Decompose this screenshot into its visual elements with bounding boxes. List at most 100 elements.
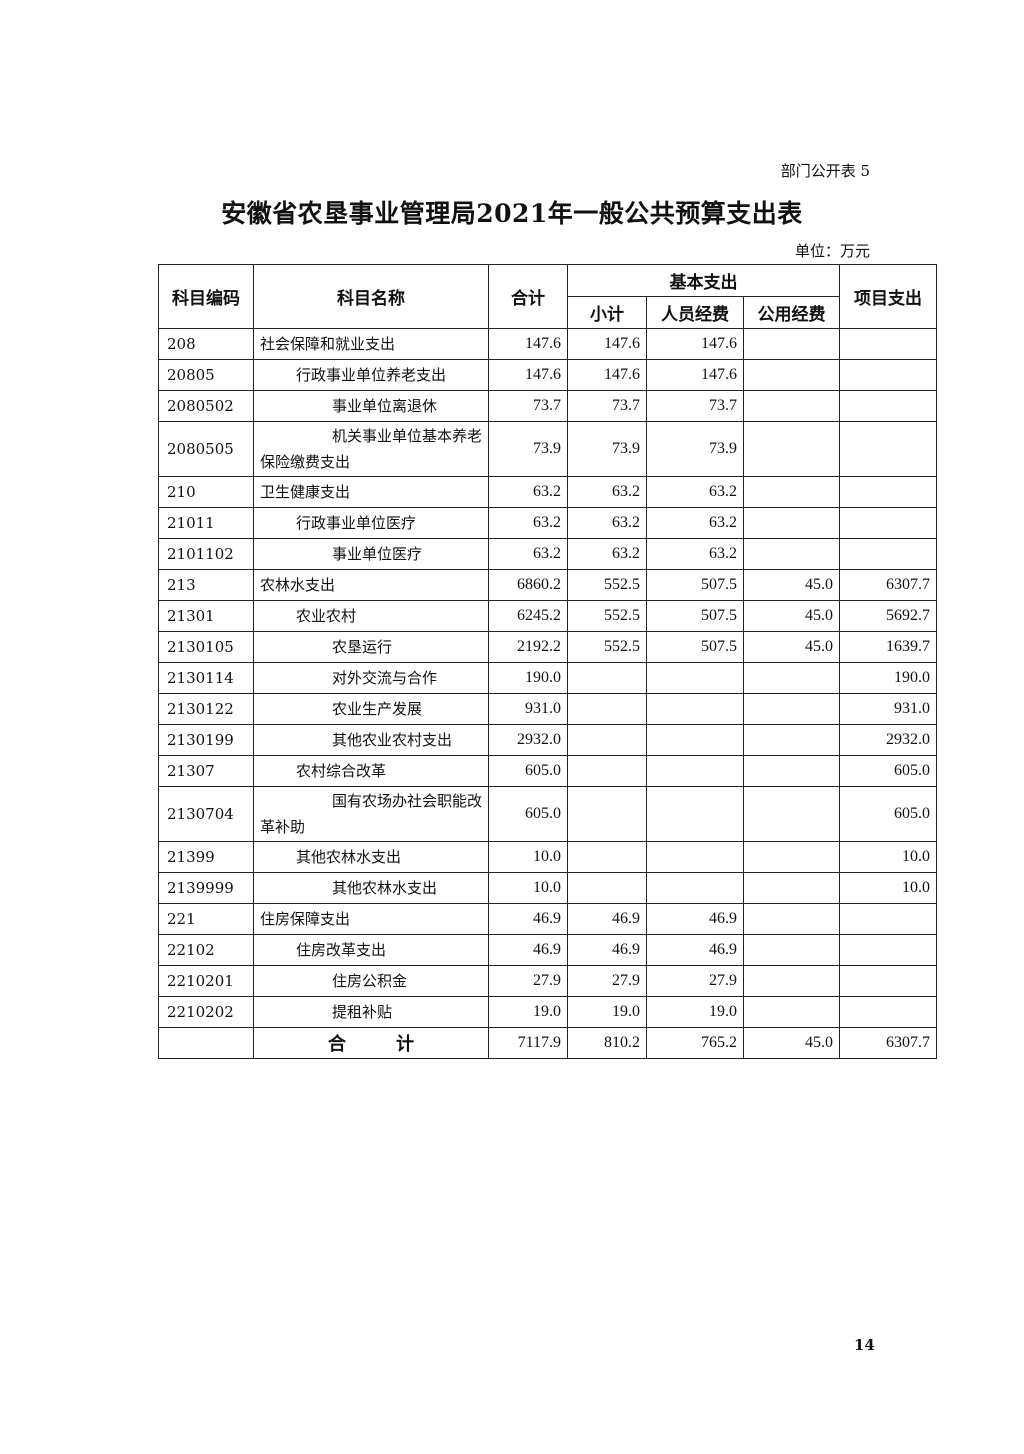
total-cell: 605.0 [488,786,568,842]
public-cell: 45.0 [743,569,840,601]
project-cell: 10.0 [839,872,937,904]
header-basic: 基本支出 [567,264,840,297]
header-name: 科目名称 [253,264,489,329]
code-cell: 2080505 [158,421,254,477]
total-cell: 73.7 [488,390,568,422]
table-row: 2080502 事业单位离退休 73.7 73.7 73.7 [158,390,937,422]
name-cell: 行政事业单位养老支出 [253,359,489,391]
unit-label: 单位：万元 [794,242,870,260]
personnel-cell: 147.6 [646,328,744,360]
public-cell [743,965,840,997]
name-cell: 机关事业单位基本养老保险缴费支出 [253,421,489,477]
project-cell: 6307.7 [839,569,937,601]
public-cell [743,934,840,966]
code-cell: 22102 [158,934,254,966]
personnel-cell: 765.2 [646,1027,744,1059]
total-cell: 73.9 [488,421,568,477]
table-row: 22102 住房改革支出 46.9 46.9 46.9 [158,934,937,966]
header-personnel: 人员经费 [646,296,744,329]
public-cell [743,390,840,422]
table-row: 221 住房保障支出 46.9 46.9 46.9 [158,903,937,935]
total-label: 合计 [253,1027,489,1059]
code-cell: 2210201 [158,965,254,997]
project-cell [839,359,937,391]
public-cell [743,724,840,756]
subtotal-cell: 63.2 [567,507,647,539]
public-cell [743,476,840,508]
project-cell [839,965,937,997]
subtotal-cell: 63.2 [567,538,647,570]
name-cell: 卫生健康支出 [253,476,489,508]
public-cell [743,693,840,725]
subtotal-cell: 46.9 [567,903,647,935]
table-row: 2130199 其他农业农村支出 2932.0 2932.0 [158,724,937,756]
public-cell: 45.0 [743,600,840,632]
code-cell: 2130704 [158,786,254,842]
project-cell [839,538,937,570]
name-cell: 住房保障支出 [253,903,489,935]
subtotal-cell: 810.2 [567,1027,647,1059]
project-cell [839,507,937,539]
table-row: 21399 其他农林水支出 10.0 10.0 [158,841,937,873]
code-cell: 2101102 [158,538,254,570]
public-cell [743,786,840,842]
subtotal-cell: 552.5 [567,600,647,632]
name-cell: 其他农林水支出 [253,841,489,873]
personnel-cell [646,786,744,842]
personnel-cell: 63.2 [646,538,744,570]
personnel-cell [646,724,744,756]
public-cell [743,903,840,935]
subtotal-cell: 63.2 [567,476,647,508]
personnel-cell: 73.7 [646,390,744,422]
code-cell: 2130199 [158,724,254,756]
personnel-cell: 46.9 [646,934,744,966]
total-cell: 147.6 [488,359,568,391]
code-cell: 21301 [158,600,254,632]
public-cell: 45.0 [743,631,840,663]
page-number: 14 [854,1336,875,1354]
subtotal-cell: 147.6 [567,359,647,391]
subtotal-cell: 147.6 [567,328,647,360]
table-row: 2080505 机关事业单位基本养老保险缴费支出 73.9 73.9 73.9 [158,421,937,477]
personnel-cell: 507.5 [646,569,744,601]
name-cell: 农村综合改革 [253,755,489,787]
personnel-cell [646,755,744,787]
table-row: 2210201 住房公积金 27.9 27.9 27.9 [158,965,937,997]
name-cell: 事业单位离退休 [253,390,489,422]
subtotal-cell: 19.0 [567,996,647,1028]
name-cell: 对外交流与合作 [253,662,489,694]
subtotal-cell [567,662,647,694]
subtotal-cell [567,872,647,904]
document-tag: 部门公开表 5 [780,162,870,180]
project-cell [839,390,937,422]
name-cell: 其他农业农村支出 [253,724,489,756]
table-row: 2139999 其他农林水支出 10.0 10.0 [158,872,937,904]
project-cell [839,934,937,966]
project-cell [839,903,937,935]
project-cell [839,996,937,1028]
table-row: 210 卫生健康支出 63.2 63.2 63.2 [158,476,937,508]
project-cell: 10.0 [839,841,937,873]
project-cell: 605.0 [839,786,937,842]
public-cell [743,359,840,391]
public-cell [743,662,840,694]
subtotal-cell: 46.9 [567,934,647,966]
total-cell: 7117.9 [488,1027,568,1059]
total-cell: 190.0 [488,662,568,694]
table-row: 21301 农业农村 6245.2 552.5 507.5 45.0 5692.7 [158,600,937,632]
header-total: 合计 [488,264,568,329]
personnel-cell [646,662,744,694]
code-cell: 221 [158,903,254,935]
total-cell: 46.9 [488,934,568,966]
personnel-cell [646,693,744,725]
budget-table: 科目编码 科目名称 合计 基本支出 项目支出 小计 人员经费 公用经费 208 社… [158,264,937,1059]
public-cell [743,996,840,1028]
subtotal-cell: 27.9 [567,965,647,997]
total-cell: 63.2 [488,538,568,570]
total-cell: 6245.2 [488,600,568,632]
name-cell: 农垦运行 [253,631,489,663]
code-cell: 20805 [158,359,254,391]
total-cell: 46.9 [488,903,568,935]
project-cell: 6307.7 [839,1027,937,1059]
table-row: 2210202 提租补贴 19.0 19.0 19.0 [158,996,937,1028]
